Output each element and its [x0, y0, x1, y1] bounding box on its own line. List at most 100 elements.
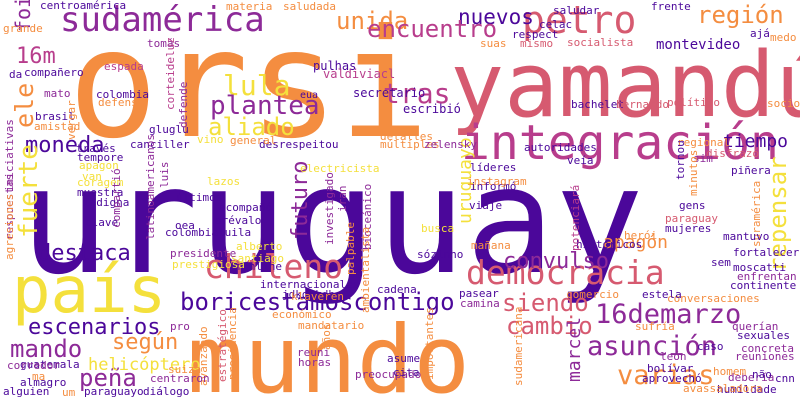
word-20: foi	[11, 0, 35, 32]
word-55: detalles	[380, 130, 433, 143]
word-109: diálogo	[143, 385, 189, 398]
word-99: asume	[387, 352, 420, 365]
word-117: gluglu	[149, 123, 189, 136]
word-39: apagón	[603, 232, 668, 253]
word-143: saludar	[553, 4, 600, 17]
word-74: camina	[460, 297, 500, 310]
word-137: clave	[85, 216, 118, 229]
word-31: convulso	[503, 249, 609, 274]
word-118: defende	[177, 82, 190, 128]
word-189: pro	[170, 320, 190, 333]
word-166: fortalecer	[733, 246, 800, 259]
word-9: chileno	[204, 247, 343, 286]
word-124: da	[9, 68, 22, 81]
word-111: guatemala	[20, 358, 80, 371]
word-120: amistad	[34, 120, 80, 133]
word-0: uruguay	[20, 135, 644, 307]
word-29: futuro	[288, 161, 313, 240]
word-97: horas	[298, 356, 331, 369]
word-98: preocupado	[355, 368, 421, 381]
word-73: pasear	[459, 287, 499, 300]
word-187: humildade	[717, 383, 777, 396]
word-89: investigado	[323, 172, 336, 245]
word-158: piñera	[731, 164, 771, 177]
word-150: medo	[770, 31, 797, 44]
word-34: escenarios	[28, 315, 160, 340]
word-25: moneda	[25, 133, 104, 158]
word-3: yamandú	[450, 33, 800, 138]
word-16: unida	[336, 7, 408, 35]
word-8: democracia	[466, 253, 665, 292]
word-64: instagram	[467, 175, 527, 188]
word-33: repensar	[764, 156, 792, 272]
word-23: plantea	[210, 91, 320, 121]
word-129: vergar	[65, 100, 78, 140]
word-135: muestra	[77, 186, 123, 199]
word-163: mujeres	[665, 222, 711, 235]
word-155: regional	[677, 136, 730, 149]
word-21: lula	[223, 69, 290, 102]
word-82: latinoamericanos	[144, 134, 157, 240]
word-173: estela	[642, 288, 682, 301]
word-162: paraguay	[665, 212, 718, 225]
word-177: reuniones	[735, 350, 795, 363]
word-67: busca	[421, 222, 454, 235]
word-62: líderes	[470, 161, 516, 174]
word-49: secretario	[353, 86, 425, 100]
word-18: encuentro	[367, 15, 497, 43]
word-28: destaca	[38, 241, 131, 266]
word-58: desrespeitou	[259, 138, 338, 151]
word-42: montevideo	[656, 37, 740, 53]
word-159: minutos	[687, 150, 700, 196]
word-40: tiempo	[723, 131, 788, 152]
word-94: económico	[272, 308, 332, 321]
word-38: helicóptero	[88, 355, 201, 375]
word-134: van	[82, 170, 102, 183]
word-57: canciller	[130, 138, 190, 151]
word-172: comercio	[566, 288, 619, 301]
word-140: vino	[197, 133, 224, 146]
word-121: brasil	[35, 110, 75, 123]
word-50: eua	[300, 90, 318, 101]
word-65: viaje	[469, 199, 502, 212]
word-136: indigna	[83, 196, 129, 209]
word-83: colombialuila	[165, 226, 251, 239]
word-123: compañero	[24, 66, 84, 79]
word-17: nuevos	[458, 5, 534, 29]
word-116: um	[62, 386, 76, 399]
word-6: sudamérica	[60, 0, 265, 40]
word-132: apagon	[79, 159, 119, 172]
word-156: disfrazó	[706, 147, 759, 160]
word-11: 16demarzo	[595, 299, 741, 330]
word-5: integración	[461, 115, 779, 171]
word-125: grande	[3, 22, 43, 35]
word-180: león	[660, 350, 687, 363]
word-91: palpable	[344, 222, 357, 275]
word-51: tomás	[147, 37, 180, 50]
word-90: iran	[336, 186, 349, 213]
word-26: fuerte	[14, 144, 44, 238]
word-79: alberto	[236, 240, 282, 253]
word-113: alguien	[3, 385, 49, 398]
word-71: sózinho	[417, 248, 463, 261]
word-154: socio	[767, 97, 800, 110]
word-27: ele	[10, 83, 39, 128]
word-182: bolívar	[647, 362, 694, 375]
word-183: homem	[713, 365, 746, 378]
word-151: bachelet	[571, 98, 624, 111]
word-106: presidencia	[226, 307, 239, 380]
word-175: querían	[732, 320, 778, 333]
word-13: cambio	[506, 312, 593, 340]
word-44: materia	[226, 0, 272, 13]
word-63: informó	[470, 180, 516, 193]
word-41: marcel	[564, 317, 585, 382]
word-53: colombia	[96, 88, 149, 101]
word-78: santiago	[231, 252, 284, 265]
word-46: pulhas	[313, 59, 356, 73]
word-35: según	[112, 330, 178, 355]
word-105: estratégico	[216, 309, 229, 382]
word-75: internacionales	[260, 278, 359, 291]
word-77: bmonline	[229, 260, 282, 273]
word-160: suramérica	[750, 181, 763, 247]
